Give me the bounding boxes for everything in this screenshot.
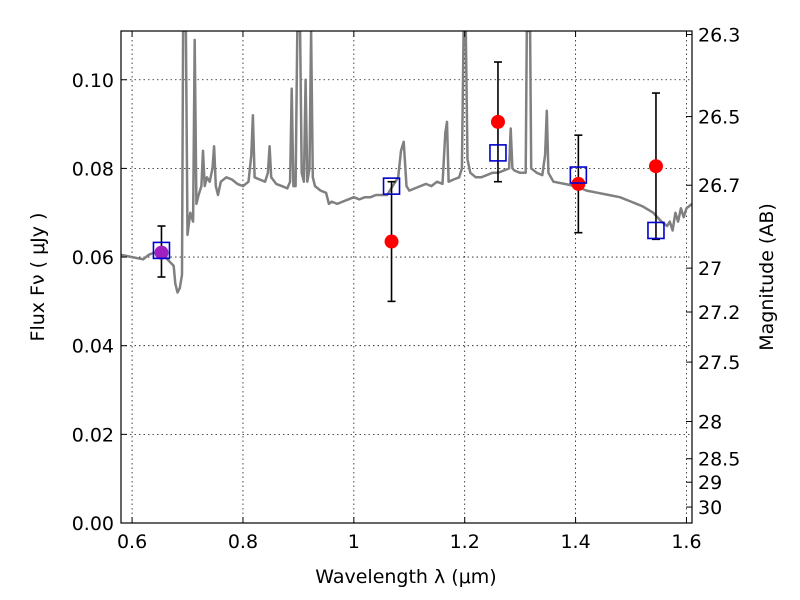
y2-tick-label: 27.2: [698, 302, 740, 324]
y2-tick-label: 27: [698, 258, 722, 280]
observed-flux-point: [490, 114, 505, 129]
model-photometry-square: [647, 221, 665, 240]
y-tick-label: 0.00: [72, 513, 114, 535]
grid-lines: [121, 31, 692, 524]
y-tick-label: 0.02: [72, 424, 114, 446]
y2-tick-label: 27.5: [698, 352, 740, 374]
y2-axis-title: Magnitude (AB): [756, 203, 778, 351]
y-tick-label: 0.06: [72, 247, 114, 269]
plot-area: [121, 31, 692, 303]
x-tick-label: 1: [348, 531, 360, 553]
y2-tick-label: 26.5: [698, 107, 740, 129]
x-axis: 0.6 0.8 1 1.2 1.4 1.6: [117, 31, 702, 553]
x-tick-label: 1.6: [671, 531, 701, 553]
y2-tick-label: 26.7: [698, 175, 740, 197]
observed-flux-point: [648, 159, 663, 174]
model-photometry-square: [152, 241, 171, 260]
y-axis-left: 0.00 0.02 0.04 0.06 0.08 0.10: [72, 70, 127, 535]
observed-flux-point: [384, 234, 399, 249]
y-axis-right: 26.3 26.5 26.7 27 27.2 27.5 28 28.529 30: [686, 25, 740, 519]
y-tick-label: 0.04: [72, 336, 114, 358]
y2-tick-label: 28: [698, 411, 722, 433]
model-photometry-square: [382, 177, 401, 195]
y2-tick-label: 28.5: [698, 449, 740, 471]
x-tick-label: 0.6: [117, 531, 147, 553]
x-tick-label: 1.4: [560, 531, 590, 553]
observed-flux-point: [571, 176, 586, 191]
y2-tick-label: 26.3: [698, 25, 740, 47]
model-photometry-square: [489, 144, 507, 162]
y2-tick-label: 29: [698, 472, 722, 494]
observed-flux-point: [154, 245, 169, 260]
y-axis-title: Flux Fν ( μJy ): [27, 213, 49, 342]
y-tick-label: 0.08: [72, 158, 114, 180]
x-axis-title: Wavelength λ (μm): [315, 566, 496, 588]
y-tick-label: 0.10: [72, 70, 114, 92]
plot-frame: [120, 30, 693, 524]
y2-tick-label: 30: [698, 497, 722, 519]
model-spectrum-line: [121, 31, 692, 294]
x-tick-label: 0.8: [228, 531, 258, 553]
x-tick-label: 1.2: [450, 531, 480, 553]
model-photometry-square: [569, 166, 588, 184]
